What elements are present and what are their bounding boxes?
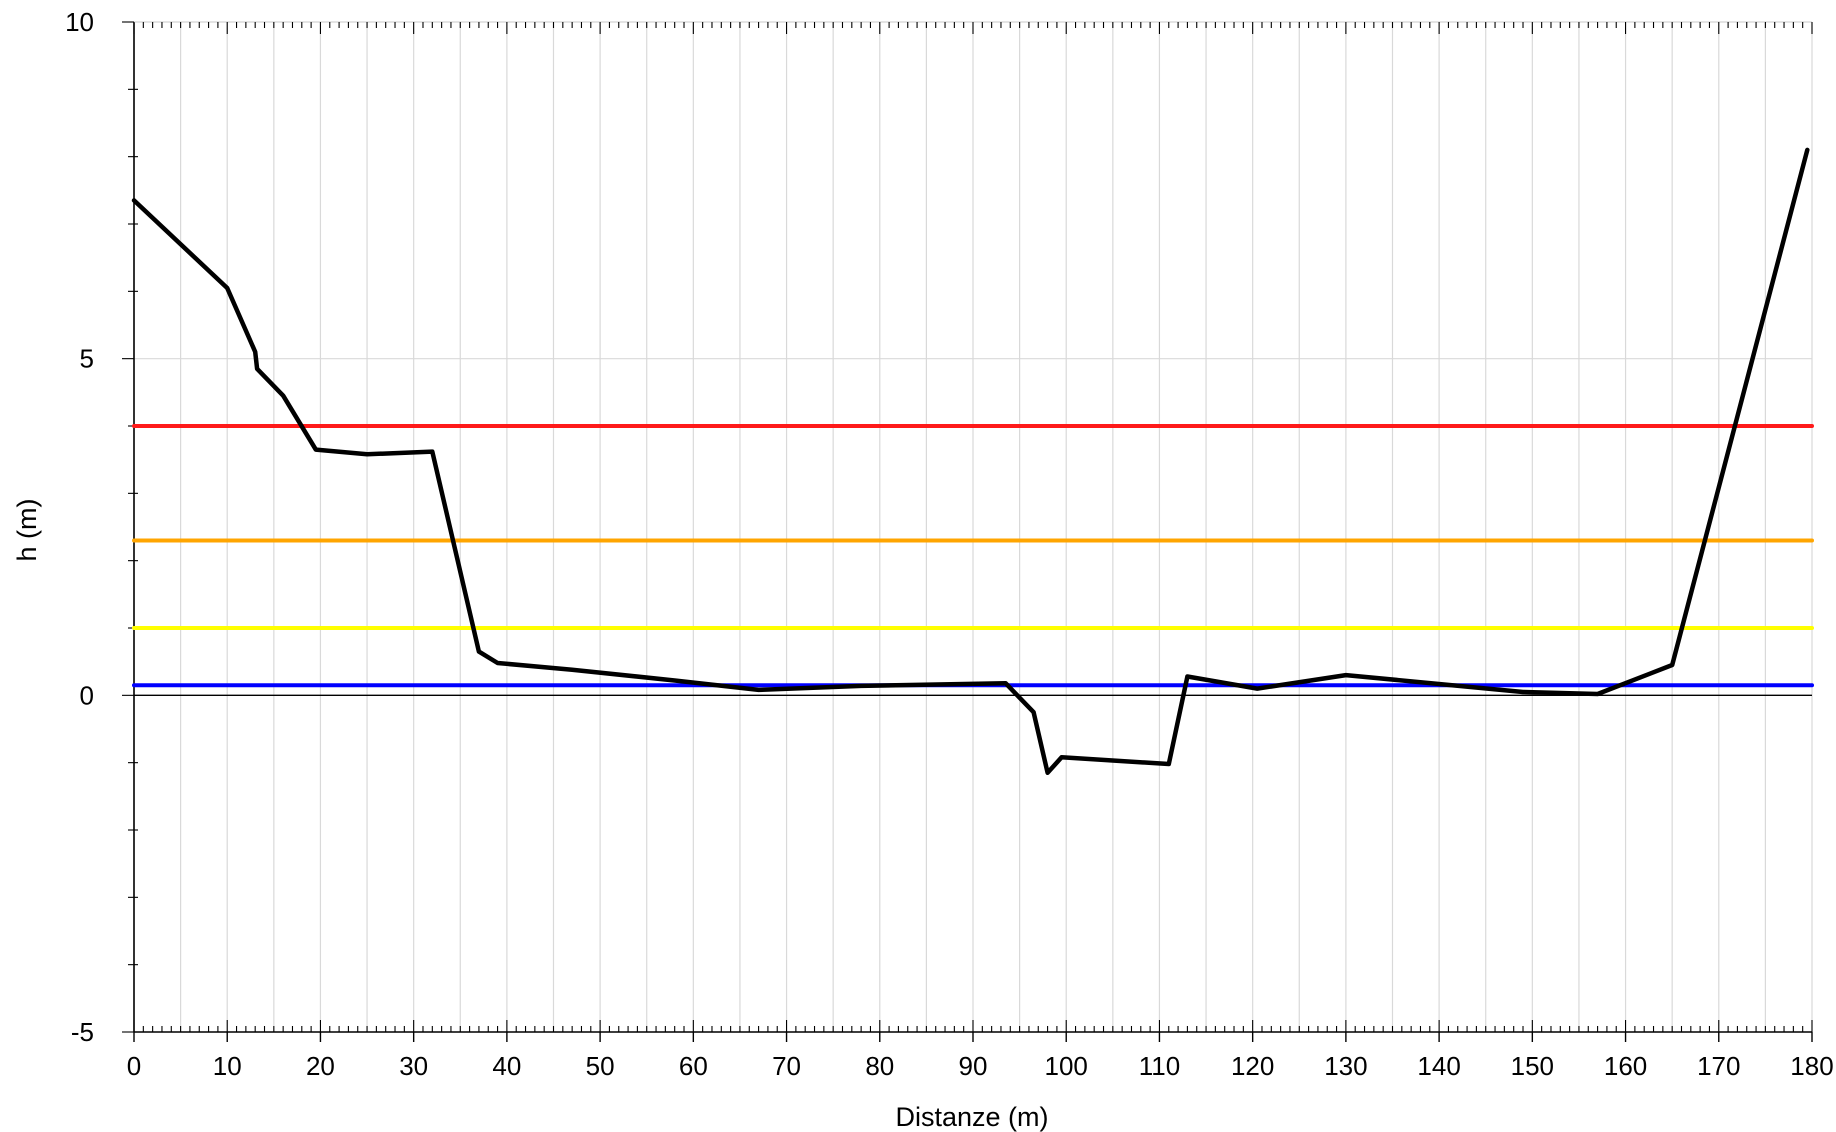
x-tick-label: 160 [1604, 1051, 1647, 1081]
x-tick-label: 170 [1697, 1051, 1740, 1081]
y-tick-label: 5 [80, 344, 94, 374]
axes-layer [122, 21, 1813, 1042]
x-tick-label: 120 [1231, 1051, 1274, 1081]
x-tick-label: 90 [959, 1051, 988, 1081]
terrain-profile-line [131, 147, 1810, 776]
x-tick-label: 60 [679, 1051, 708, 1081]
grid-layer [133, 21, 1813, 1033]
x-tick-label: 150 [1511, 1051, 1554, 1081]
x-tick-label: 110 [1139, 1051, 1180, 1081]
x-tick-label: 130 [1324, 1051, 1367, 1081]
x-axis-title: Distanze (m) [895, 1102, 1048, 1132]
labels-layer: 0 10 20 30 40 50 60 70 80 90 100 110 120 130 140 150 160… [65, 7, 1834, 1081]
series-layer [131, 147, 1814, 776]
x-tick-label: 20 [306, 1051, 335, 1081]
y-tick-label: 10 [65, 7, 94, 37]
x-tick-label: 70 [772, 1051, 801, 1081]
y-axis-title: h (m) [12, 499, 42, 562]
y-tick-label: -5 [71, 1017, 94, 1047]
y-tick-label: 0 [80, 680, 94, 710]
x-tick-label: 0 [127, 1051, 141, 1081]
x-tick-label: 40 [492, 1051, 521, 1081]
x-tick-label: 50 [586, 1051, 615, 1081]
x-tick-label: 80 [865, 1051, 894, 1081]
x-tick-label: 10 [213, 1051, 242, 1081]
x-tick-label: 30 [399, 1051, 428, 1081]
x-tick-label: 100 [1045, 1051, 1088, 1081]
x-tick-label: 180 [1790, 1051, 1833, 1081]
x-tick-label: 140 [1417, 1051, 1460, 1081]
